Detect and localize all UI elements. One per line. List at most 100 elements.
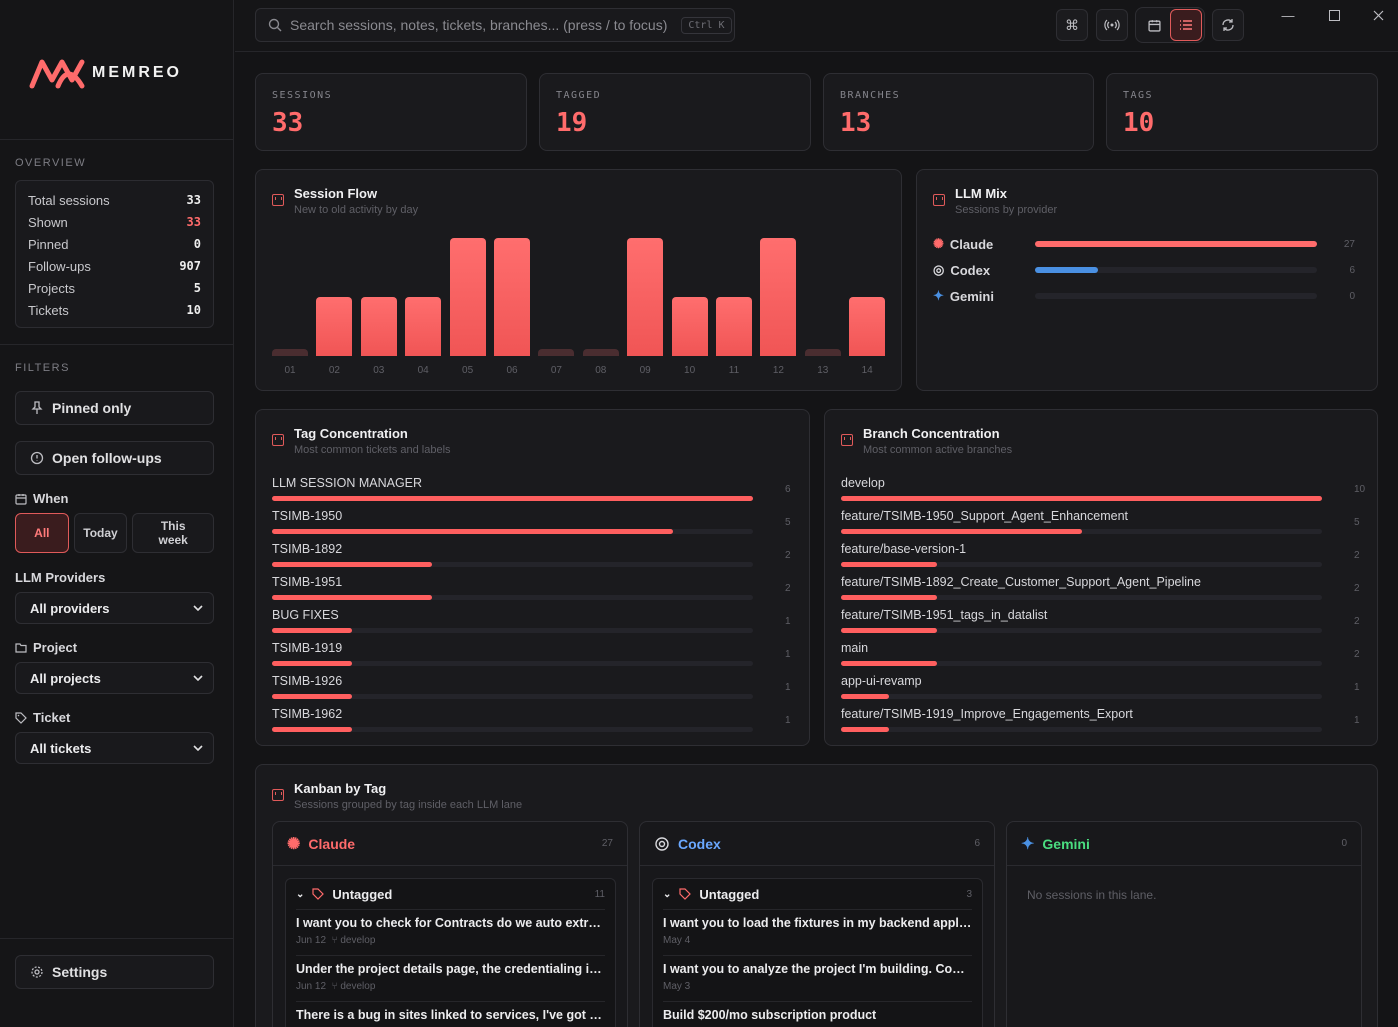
branches-row[interactable]: app-ui-revamp 1 <box>841 674 1360 699</box>
card-title: Session Flow <box>294 186 378 201</box>
list-view-button[interactable] <box>1170 9 1202 41</box>
flow-bar-14[interactable] <box>849 297 886 356</box>
session-card[interactable]: Under the project details page, the cred… <box>296 955 605 1001</box>
session-card[interactable]: There is a bug in sites linked to servic… <box>296 1001 605 1027</box>
branches-row[interactable]: feature/TSIMB-1892_Create_Customer_Suppo… <box>841 575 1360 600</box>
command-button[interactable]: ⌘ <box>1056 9 1088 41</box>
branches-row[interactable]: feature/TSIMB-1951_tags_in_datalist 2 <box>841 608 1360 633</box>
branches-label: feature/TSIMB-1919_Improve_Engagements_E… <box>841 707 1133 721</box>
flow-tick-label: 14 <box>861 365 873 376</box>
overview-value: 33 <box>186 193 201 207</box>
mix-track <box>1035 293 1317 299</box>
tags-row[interactable]: LLM SESSION MANAGER 6 <box>272 476 791 501</box>
tags-row[interactable]: TSIMB-1926 1 <box>272 674 791 699</box>
pinned-only-button[interactable]: Pinned only <box>15 391 214 425</box>
tags-row[interactable]: TSIMB-1962 1 <box>272 707 791 732</box>
flow-tick-label: 09 <box>639 365 651 376</box>
brand-name: MEMREO <box>92 64 182 81</box>
close-window-button[interactable] <box>1355 0 1398 30</box>
search-input[interactable]: Search sessions, notes, tickets, branche… <box>290 17 668 33</box>
flow-bar-01[interactable] <box>272 349 308 356</box>
tags-row[interactable]: TSIMB-1950 5 <box>272 509 791 534</box>
branches-bar <box>841 496 1322 501</box>
overview-row: Shown 33 <box>28 211 201 233</box>
session-card[interactable]: Build $200/mo subscription product <box>663 1001 972 1027</box>
tags-track <box>272 661 753 666</box>
overview-value: 0 <box>193 237 201 251</box>
branches-row[interactable]: feature/base-version-1 2 <box>841 542 1360 567</box>
calendar-view-button[interactable] <box>1138 9 1170 41</box>
chart-icon <box>841 434 853 446</box>
tag-group-count: 3 <box>966 888 972 900</box>
kanban-card: Kanban by Tag Sessions grouped by tag in… <box>255 764 1378 1027</box>
tags-row[interactable]: BUG FIXES 1 <box>272 608 791 633</box>
tags-bar <box>272 562 433 567</box>
flow-bar-03[interactable] <box>360 297 397 356</box>
flow-tick-label: 10 <box>684 365 696 376</box>
pinned-only-label: Pinned only <box>52 400 132 416</box>
tag-group-header[interactable]: ⌄ Untagged 3 <box>663 879 972 909</box>
when-segmented-control: All Today This week <box>15 513 215 553</box>
maximize-button[interactable] <box>1311 0 1357 30</box>
branches-label: main <box>841 641 869 655</box>
session-card[interactable]: I want you to check for Contracts do we … <box>296 909 605 955</box>
branches-row[interactable]: main 2 <box>841 641 1360 666</box>
flow-bar-04[interactable] <box>405 297 442 356</box>
tags-track <box>272 694 753 699</box>
llm-providers-label: LLM Providers <box>15 570 106 585</box>
settings-button[interactable]: Settings <box>15 955 214 989</box>
mix-count: 6 <box>1349 264 1355 276</box>
project-select[interactable]: All projects <box>15 662 214 694</box>
flow-bar-08[interactable] <box>582 349 619 356</box>
kanban-icon <box>272 789 284 801</box>
flow-bar-12[interactable] <box>760 238 797 356</box>
flow-bar-02[interactable] <box>316 297 353 356</box>
session-flow-card: Session Flow New to old activity by day … <box>255 169 902 391</box>
tag-group-header[interactable]: ⌄ Untagged 11 <box>296 879 605 909</box>
overview-label: Tickets <box>28 302 69 318</box>
overview-row: Follow-ups 907 <box>28 255 201 277</box>
when-today-button[interactable]: Today <box>73 513 128 553</box>
flow-bar-13[interactable] <box>804 349 841 356</box>
search-box[interactable]: Search sessions, notes, tickets, branche… <box>255 8 735 42</box>
minimize-icon: — <box>1281 7 1295 23</box>
tags-row[interactable]: TSIMB-1919 1 <box>272 641 791 666</box>
lane-name: Gemini <box>1042 835 1090 852</box>
flow-bar-06[interactable] <box>494 238 530 356</box>
project-value: All projects <box>30 670 101 686</box>
flow-bar-09[interactable] <box>627 238 664 356</box>
flow-tick-label: 04 <box>417 365 429 376</box>
branches-row[interactable]: feature/TSIMB-1919_Improve_Engagements_E… <box>841 707 1360 732</box>
flow-bar-11[interactable] <box>716 297 752 356</box>
overview-row: Projects 5 <box>28 277 201 299</box>
card-subtitle: New to old activity by day <box>294 204 419 216</box>
tags-row[interactable]: TSIMB-1951 2 <box>272 575 791 600</box>
when-this-week-button[interactable]: This week <box>132 513 215 553</box>
provider-label: Claude <box>949 236 994 252</box>
live-button[interactable] <box>1096 9 1128 41</box>
card-subtitle: Sessions by provider <box>955 204 1058 216</box>
when-all-button[interactable]: All <box>15 513 69 553</box>
close-icon <box>1373 10 1383 20</box>
session-card[interactable]: I want you to analyze the project I'm bu… <box>663 955 972 1001</box>
mix-track <box>1035 241 1317 247</box>
open-followups-button[interactable]: Open follow-ups <box>15 441 214 475</box>
stat-card-sessions: SESSIONS 33 <box>255 73 527 151</box>
llm-providers-select[interactable]: All providers <box>15 592 214 624</box>
session-card[interactable]: I want you to load the fixtures in my ba… <box>663 909 972 955</box>
tags-row[interactable]: TSIMB-1892 2 <box>272 542 791 567</box>
branches-row[interactable]: develop 10 <box>841 476 1365 501</box>
branches-bar <box>841 628 938 633</box>
refresh-icon <box>1222 19 1234 31</box>
minimize-button[interactable]: — <box>1265 0 1311 30</box>
session-title: I want you to check for Contracts do we … <box>296 916 605 930</box>
ticket-select[interactable]: All tickets <box>15 732 214 764</box>
overview-label: Follow-ups <box>28 258 91 274</box>
flow-bar-10[interactable] <box>671 297 708 356</box>
flow-bar-05[interactable] <box>449 238 486 356</box>
flow-bar-07[interactable] <box>538 349 575 356</box>
branches-row[interactable]: feature/TSIMB-1950_Support_Agent_Enhance… <box>841 509 1360 534</box>
tags-track <box>272 727 753 732</box>
tags-track <box>272 595 753 600</box>
refresh-button[interactable] <box>1212 9 1244 41</box>
